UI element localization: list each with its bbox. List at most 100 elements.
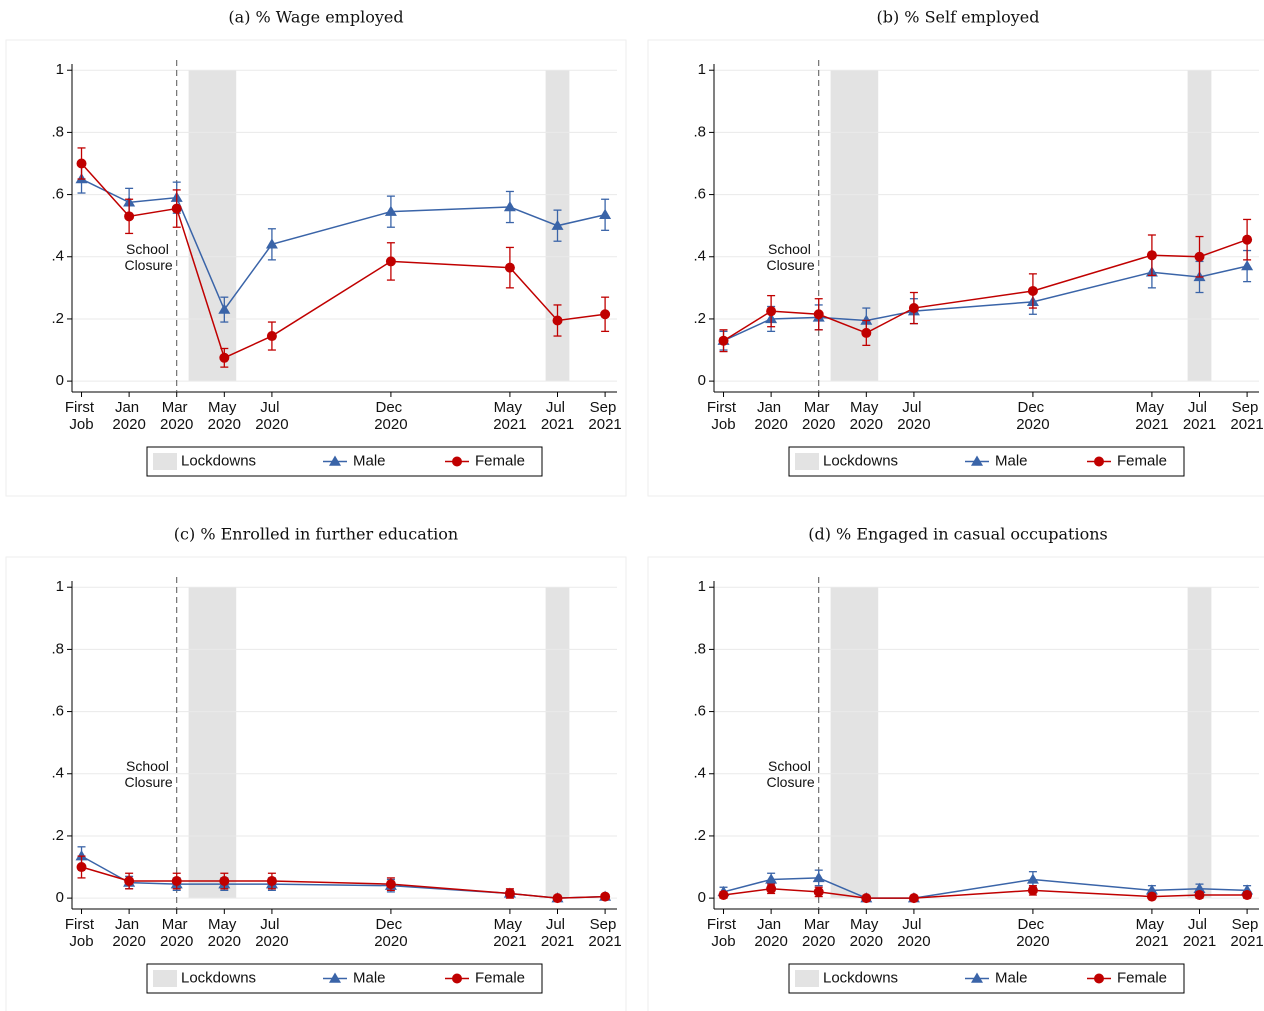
- legend-label: Lockdowns: [823, 969, 898, 986]
- legend-label: Male: [353, 969, 386, 986]
- legend-marker: [1094, 973, 1104, 984]
- y-tick-label: 0: [56, 889, 64, 906]
- y-tick-label: 1: [698, 578, 706, 595]
- marker: [503, 201, 516, 212]
- legend-label: Female: [1117, 969, 1167, 986]
- x-tick-label: Jul 2020: [897, 916, 930, 950]
- marker: [171, 876, 182, 887]
- annotation: School Closure: [766, 241, 814, 273]
- y-tick-label: .2: [693, 310, 706, 327]
- x-tick-label: Jul 2020: [255, 399, 288, 433]
- marker: [1145, 884, 1158, 895]
- marker: [860, 314, 873, 325]
- x-tick-label: Jul 2020: [255, 916, 288, 950]
- marker: [219, 876, 230, 887]
- x-tick-label: May 2020: [208, 916, 241, 950]
- marker: [551, 219, 564, 230]
- marker: [718, 890, 729, 901]
- x-tick-label: May 2021: [493, 399, 526, 433]
- panel-title: (d) % Engaged in casual occupations: [808, 525, 1108, 544]
- panel-frame: [647, 556, 1264, 1011]
- lockdown-band: [830, 587, 879, 899]
- marker: [813, 309, 824, 320]
- x-tick-label: First Job: [707, 916, 740, 950]
- panel-frame: [5, 39, 627, 497]
- y-tick-label: .2: [51, 827, 64, 844]
- x-tick-label: May 2020: [850, 399, 883, 433]
- x-tick-label: Jul 2021: [541, 916, 574, 950]
- lockdown-band: [1187, 587, 1212, 899]
- x-tick-label: Dec 2020: [1016, 916, 1049, 950]
- x-tick-label: Sep 2021: [1230, 399, 1263, 433]
- lockdown-band: [188, 70, 237, 382]
- lockdown-band: [830, 70, 879, 382]
- y-tick-label: 0: [56, 372, 64, 389]
- marker: [1027, 285, 1038, 296]
- legend-label: Male: [995, 969, 1028, 986]
- marker: [552, 315, 563, 326]
- x-tick-label: Jan 2020: [754, 399, 787, 433]
- y-tick-label: .2: [51, 310, 64, 327]
- panel-frame: [5, 556, 627, 1011]
- y-tick-label: .4: [693, 248, 706, 265]
- y-tick-label: 0: [698, 372, 706, 389]
- x-tick-label: May 2021: [493, 916, 526, 950]
- y-tick-label: .6: [51, 186, 64, 203]
- series-line: [723, 877, 1248, 899]
- x-tick-label: Mar 2020: [160, 916, 193, 950]
- legend-label: Female: [475, 969, 525, 986]
- legend-label: Female: [1117, 452, 1167, 469]
- x-tick-label: Sep 2021: [1230, 916, 1263, 950]
- series-line: [723, 265, 1248, 342]
- marker: [266, 331, 277, 342]
- x-tick-label: May 2020: [208, 399, 241, 433]
- x-tick-label: Jan 2020: [112, 399, 145, 433]
- marker: [219, 352, 230, 363]
- marker: [908, 893, 919, 904]
- legend-swatch: [153, 970, 177, 987]
- legend-marker: [452, 973, 462, 984]
- legend-marker: [452, 456, 462, 467]
- marker: [1146, 891, 1157, 902]
- marker: [1241, 260, 1254, 271]
- marker: [1242, 234, 1253, 245]
- marker: [861, 327, 872, 338]
- y-tick-label: .4: [51, 248, 64, 265]
- x-tick-label: May 2021: [1135, 399, 1168, 433]
- legend-label: Lockdowns: [823, 452, 898, 469]
- x-tick-label: May 2021: [1135, 916, 1168, 950]
- y-tick-label: .6: [693, 703, 706, 720]
- x-tick-label: Dec 2020: [1016, 399, 1049, 433]
- marker: [766, 306, 777, 317]
- x-tick-label: First Job: [65, 916, 98, 950]
- legend-label: Female: [475, 452, 525, 469]
- y-tick-label: .8: [51, 123, 64, 140]
- panel-title: (a) % Wage employed: [228, 8, 403, 27]
- marker: [1146, 250, 1157, 261]
- marker: [1194, 890, 1205, 901]
- x-tick-label: Mar 2020: [802, 399, 835, 433]
- y-tick-label: .4: [693, 765, 706, 782]
- lockdown-band: [188, 587, 237, 899]
- marker: [1193, 882, 1206, 893]
- legend-label: Male: [995, 452, 1028, 469]
- x-tick-label: Mar 2020: [802, 916, 835, 950]
- series-line: [81, 866, 606, 899]
- series-line: [81, 855, 606, 899]
- marker: [75, 850, 88, 861]
- marker: [385, 256, 396, 267]
- lockdown-band: [545, 587, 570, 899]
- marker: [76, 158, 87, 169]
- y-tick-label: 0: [698, 889, 706, 906]
- legend-marker: [329, 455, 341, 466]
- marker: [908, 303, 919, 314]
- marker: [813, 886, 824, 897]
- panel-title: (c) % Enrolled in further education: [174, 525, 458, 544]
- panel-title: (b) % Self employed: [876, 8, 1039, 27]
- legend-swatch: [795, 453, 819, 470]
- legend-label: Male: [353, 452, 386, 469]
- marker: [600, 891, 611, 902]
- lockdown-band: [1187, 70, 1212, 382]
